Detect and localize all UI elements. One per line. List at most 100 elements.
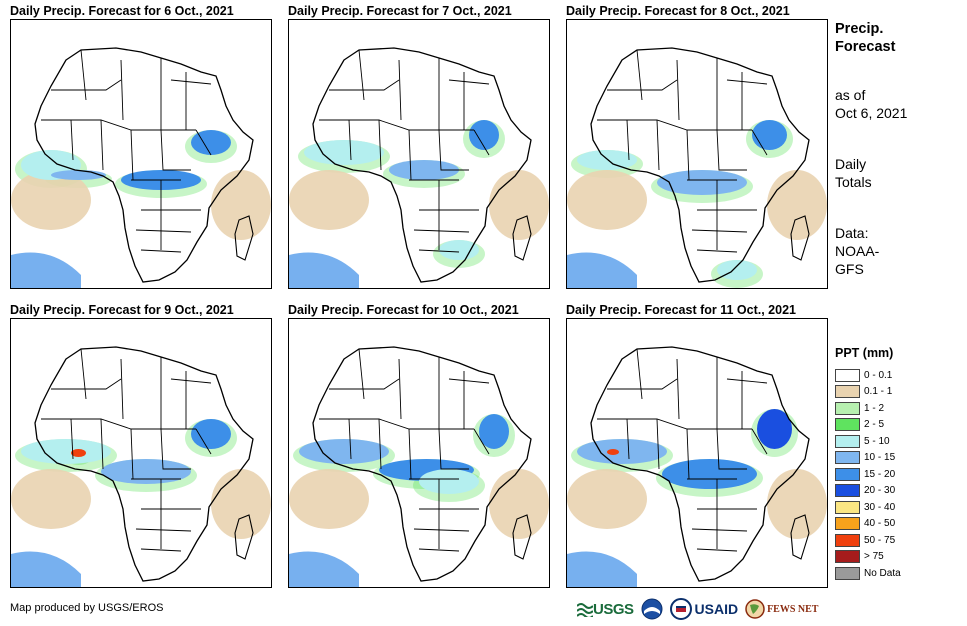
country-border: [418, 249, 460, 253]
country-border: [438, 129, 469, 171]
side-title-2: Forecast: [835, 39, 896, 55]
light-rain-area: [489, 170, 549, 240]
country-border: [626, 418, 630, 460]
noaa-logo: [641, 598, 663, 620]
legend-item: 50 - 75: [835, 532, 963, 549]
legend-swatch: [835, 434, 860, 448]
ocean-rain-band: [289, 252, 359, 288]
africa-outline: [34, 346, 254, 582]
precip-area: [479, 414, 509, 449]
country-border: [195, 129, 212, 156]
country-border: [329, 79, 400, 91]
precip-area: [299, 439, 389, 464]
data-source-1: NOAA-: [835, 243, 880, 259]
precip-area: [101, 459, 191, 484]
legend-label: 50 - 75: [864, 534, 896, 546]
country-border: [691, 528, 748, 532]
africa-outline: [590, 47, 810, 283]
country-border: [636, 49, 643, 101]
country-border: [140, 548, 182, 552]
legend-label: No Data: [864, 567, 901, 579]
country-border: [348, 119, 352, 161]
madagascar-outline: [512, 215, 532, 261]
panel-title: Daily Precip. Forecast for 10 Oct., 2021: [288, 303, 519, 317]
africa-outline: [312, 346, 532, 582]
precip-area: [191, 419, 231, 449]
legend-label: 20 - 30: [864, 485, 896, 497]
legend-item: 10 - 15: [835, 450, 963, 467]
country-border: [408, 129, 412, 181]
light-rain-area: [211, 170, 271, 240]
side-title-1: Precip.: [835, 21, 884, 37]
country-border: [686, 428, 690, 480]
forecast-panel-3: Daily Precip. Forecast for 8 Oct., 2021: [566, 4, 828, 289]
legend-item: 0.1 - 1: [835, 384, 963, 401]
forecast-panel-4: Daily Precip. Forecast for 9 Oct., 2021: [10, 303, 272, 588]
country-border: [358, 49, 365, 101]
totals-label-1: Daily: [835, 156, 867, 172]
country-border: [170, 378, 212, 384]
legend-item: No Data: [835, 565, 963, 582]
legend-swatch: [835, 368, 860, 382]
ocean-rain-band: [567, 551, 637, 587]
country-border: [726, 378, 768, 384]
country-border: [80, 49, 87, 101]
precip-area: [662, 459, 757, 489]
africa-map: [567, 346, 827, 587]
madagascar-outline: [790, 514, 810, 560]
side-info: Precip. Forecast as of Oct 6, 2021 Daily…: [835, 20, 963, 278]
legend-label: 0 - 0.1: [864, 369, 893, 381]
forecast-panel-6: Daily Precip. Forecast for 11 Oct., 2021: [566, 303, 828, 588]
country-border: [696, 249, 738, 253]
country-border: [329, 378, 400, 390]
legend-swatch: [835, 401, 860, 415]
country-border: [448, 79, 490, 85]
precip-area: [607, 449, 619, 455]
precip-map: [288, 318, 550, 588]
precip-area: [419, 469, 479, 494]
country-border: [348, 418, 352, 460]
precip-area: [469, 120, 499, 150]
legend-label: 5 - 10: [864, 435, 890, 447]
ocean-rain-band: [11, 252, 81, 288]
country-border: [716, 129, 747, 171]
madagascar-outline: [790, 215, 810, 261]
country-border: [656, 119, 660, 171]
precip-area: [757, 409, 792, 449]
africa-map: [567, 47, 827, 288]
country-border: [696, 548, 738, 552]
legend-swatch: [835, 385, 860, 399]
country-border: [358, 348, 365, 400]
country-border: [135, 528, 192, 532]
country-border: [597, 119, 752, 131]
totals-label-2: Totals: [835, 174, 872, 190]
light-rain-area: [289, 170, 369, 230]
country-border: [398, 358, 402, 420]
madagascar-outline: [234, 215, 254, 261]
forecast-panel-1: Daily Precip. Forecast for 6 Oct., 2021: [10, 4, 272, 289]
precip-area: [577, 439, 667, 464]
country-border: [41, 418, 196, 430]
legend-title: PPT (mm): [835, 346, 894, 360]
forecast-panel-2: Daily Precip. Forecast for 7 Oct., 2021: [288, 4, 550, 289]
country-border: [398, 59, 402, 121]
legend-label: 1 - 2: [864, 402, 885, 414]
country-border: [70, 418, 74, 460]
country-border: [80, 348, 87, 400]
legend-swatch: [835, 500, 860, 514]
country-border: [656, 418, 660, 470]
legend-label: 10 - 15: [864, 452, 896, 464]
ocean-rain-band: [11, 551, 81, 587]
africa-map: [289, 47, 549, 288]
country-border: [100, 418, 104, 470]
light-rain-area: [211, 469, 271, 539]
country-border: [676, 59, 680, 121]
legend-label: > 75: [864, 551, 884, 563]
ocean-rain-band: [567, 252, 637, 288]
panel-title: Daily Precip. Forecast for 6 Oct., 2021: [10, 4, 234, 18]
legend-label: 2 - 5: [864, 419, 885, 431]
legend-item: 2 - 5: [835, 417, 963, 434]
fews-globe-icon: [745, 599, 765, 619]
country-border: [716, 428, 747, 470]
light-rain-area: [767, 469, 827, 539]
